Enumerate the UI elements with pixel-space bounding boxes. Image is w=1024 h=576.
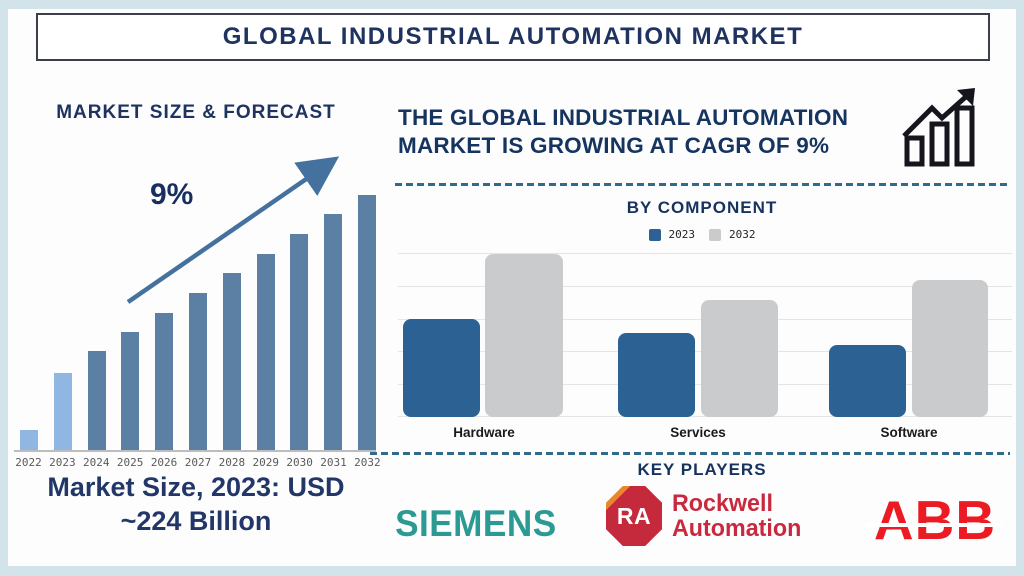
gridline xyxy=(398,286,1012,287)
hardware-2023-bar xyxy=(403,319,480,417)
bar-2030 xyxy=(290,234,309,450)
component-bar-chart: Hardware Services Software xyxy=(398,250,1012,440)
page-title: GLOBAL INDUSTRIAL AUTOMATION MARKET xyxy=(222,23,804,50)
cagr-headline: THE GLOBAL INDUSTRIAL AUTOMATION MARKET … xyxy=(398,104,898,160)
software-2023-bar xyxy=(829,345,906,417)
bar-2031 xyxy=(324,214,343,450)
cagr-percent-label: 9% xyxy=(150,178,194,211)
abb-logo-stripe xyxy=(866,522,1004,527)
bar-2025 xyxy=(121,332,140,450)
software-2032-bar xyxy=(912,280,988,417)
rockwell-line-2: Automation xyxy=(672,515,802,542)
year-label: 2023 xyxy=(49,456,76,469)
category-label-services: Services xyxy=(670,425,726,440)
abb-logo: ABB xyxy=(860,488,1010,552)
legend-label-2032: 2032 xyxy=(729,228,756,241)
siemens-logo: SIEMENS xyxy=(395,503,557,544)
bar-2024 xyxy=(87,351,106,450)
services-2032-bar xyxy=(701,300,778,417)
dashed-divider-bottom xyxy=(370,452,1010,455)
rockwell-line-1: Rockwell xyxy=(672,490,773,517)
growth-chart-icon xyxy=(902,88,975,167)
gridline xyxy=(398,253,1012,254)
year-label: 2026 xyxy=(150,456,178,469)
bar-2022 xyxy=(20,430,38,450)
services-2023-bar xyxy=(618,333,695,417)
rockwell-logo-text: Rockwell Automation xyxy=(672,491,801,541)
ra-badge-icon: RA xyxy=(606,486,662,546)
category-label-hardware: Hardware xyxy=(453,425,515,440)
title-banner: GLOBAL INDUSTRIAL AUTOMATION MARKET xyxy=(36,13,990,61)
market-size-bar-chart xyxy=(20,194,376,450)
bar-2028 xyxy=(222,273,241,450)
year-label: 2028 xyxy=(218,456,246,469)
abb-logo-text: ABB xyxy=(873,489,997,551)
category-label-software: Software xyxy=(880,425,938,440)
headline-line-1: THE GLOBAL INDUSTRIAL AUTOMATION xyxy=(398,105,849,130)
legend-item-2023: 2023 xyxy=(648,228,696,241)
bar-2023 xyxy=(53,373,72,450)
year-label: 2025 xyxy=(116,456,144,469)
year-label: 2031 xyxy=(320,456,347,469)
gridline xyxy=(398,416,1012,417)
x-axis-labels: 2022 2023 2024 2025 2026 2027 2028 2029 … xyxy=(12,456,384,469)
year-label: 2032 xyxy=(354,456,381,469)
caption-line-2: ~224 Billion xyxy=(120,506,272,536)
legend-item-2032: 2032 xyxy=(709,228,756,241)
hardware-2032-bar xyxy=(485,254,563,417)
key-players-heading: KEY PLAYERS xyxy=(637,460,767,479)
by-component-heading: BY COMPONENT xyxy=(626,198,778,217)
bar-2029 xyxy=(256,254,275,450)
legend-swatch-2023 xyxy=(648,228,661,241)
market-size-caption: Market Size, 2023: USD ~224 Billion xyxy=(0,470,392,538)
legend-label-2023: 2023 xyxy=(668,228,696,241)
caption-line-1: Market Size, 2023: USD xyxy=(47,472,345,502)
year-label: 2022 xyxy=(15,456,42,469)
x-axis-line xyxy=(14,450,376,452)
year-label: 2024 xyxy=(83,456,110,469)
bar-2032 xyxy=(357,195,376,450)
year-label: 2029 xyxy=(252,456,279,469)
ra-badge-text: RA xyxy=(616,502,652,529)
year-label: 2030 xyxy=(286,456,313,469)
bar-2027 xyxy=(188,293,207,450)
bar-2026 xyxy=(155,313,174,450)
rockwell-automation-logo: RA Rockwell Automation xyxy=(606,486,805,546)
legend-swatch-2032 xyxy=(709,228,721,241)
component-legend: 2023 2032 xyxy=(392,228,1012,241)
market-size-heading: MARKET SIZE & FORECAST xyxy=(56,102,336,123)
year-label: 2027 xyxy=(184,456,212,469)
headline-line-2: MARKET IS GROWING AT CAGR OF 9% xyxy=(398,133,830,158)
dashed-divider-top xyxy=(395,183,1010,186)
